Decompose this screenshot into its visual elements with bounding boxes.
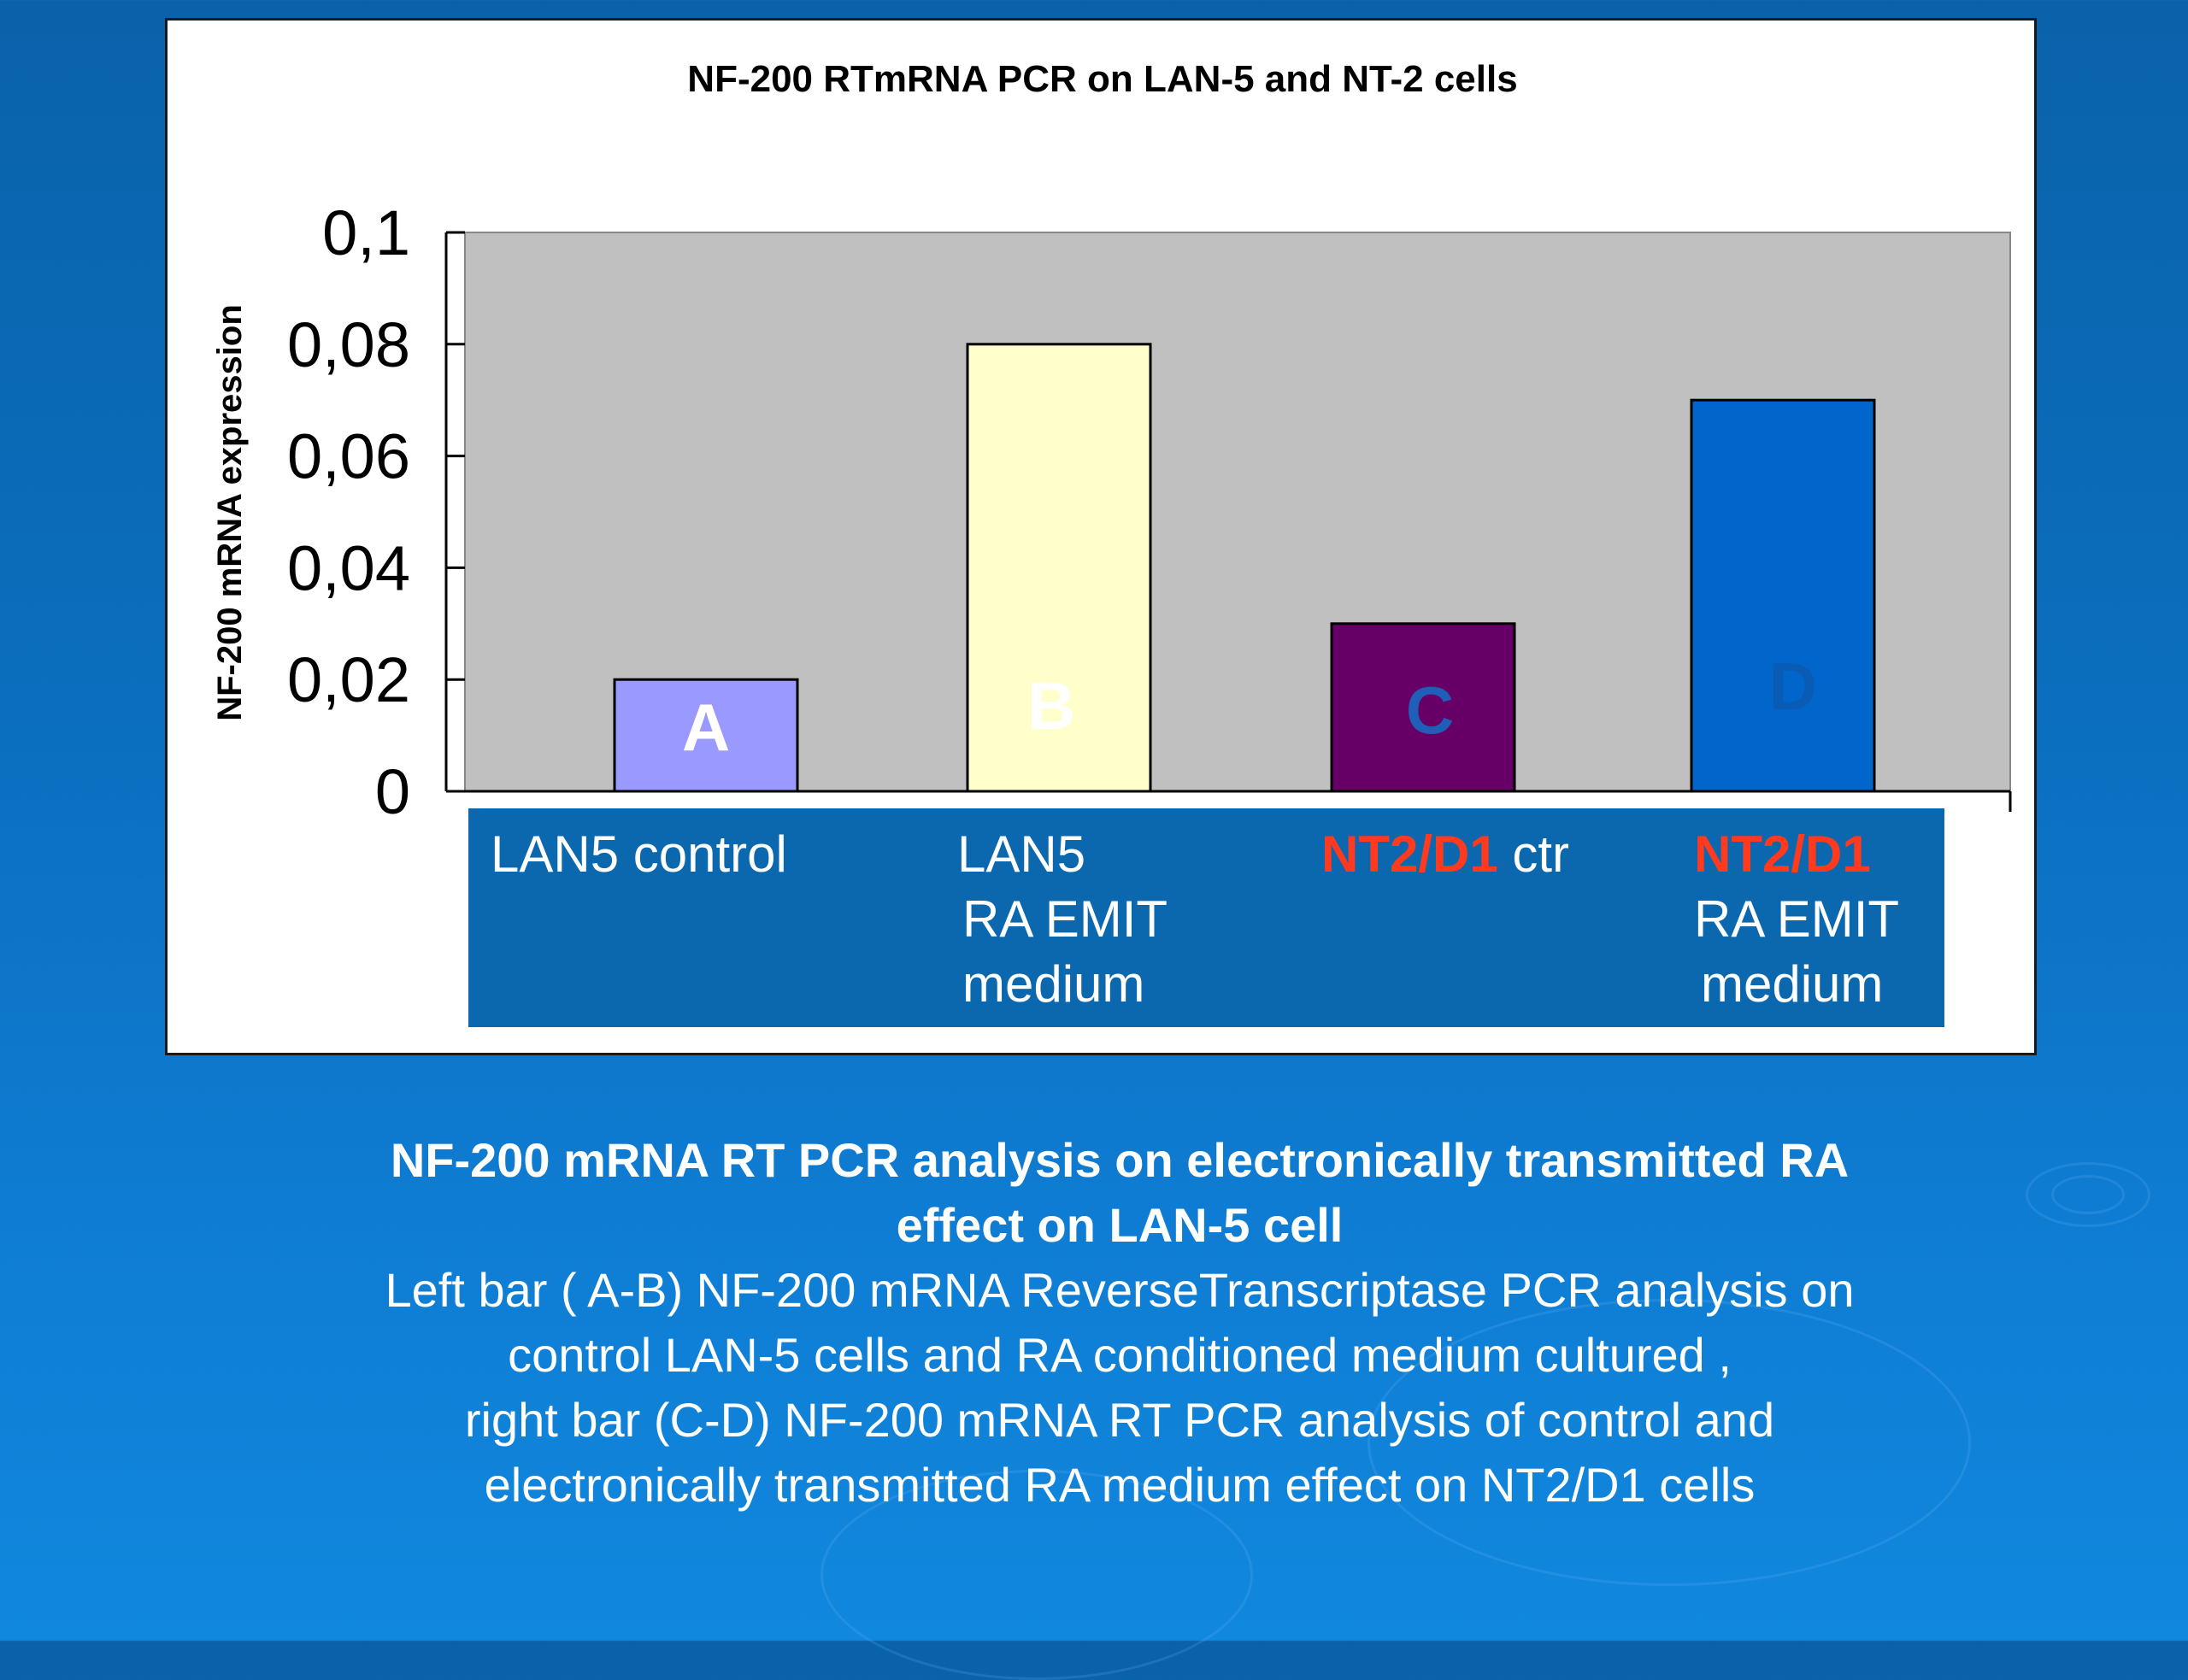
caption-body-line: control LAN-5 cells and RA conditioned m… [508, 1328, 1732, 1382]
slide-caption: NF-200 mRNA RT PCR analysis on electroni… [222, 1128, 2017, 1518]
category-label-line: RA EMIT [1694, 890, 1900, 948]
category-labels-box [468, 808, 1944, 1027]
category-label-nt2-ctr: NT2/D1 ctr [1321, 822, 1569, 887]
category-label-lan5-ra-emit: LAN5 RA EMIT medium [957, 822, 1168, 1017]
category-label-line: LAN5 control [491, 825, 787, 883]
caption-body-line: electronically transmitted RA medium eff… [484, 1458, 1756, 1512]
caption-title: NF-200 mRNA RT PCR analysis on electroni… [222, 1128, 2017, 1258]
category-label-nt2-ra-emit: NT2/D1 RA EMIT medium [1694, 822, 1899, 1017]
ripple-decoration [2026, 1162, 2150, 1227]
category-label-line: medium [1701, 955, 1884, 1013]
category-label-lan5-control: LAN5 control [491, 822, 787, 887]
category-label-rest: ctr [1497, 825, 1570, 883]
caption-body: Left bar ( A-B) NF-200 mRNA ReverseTrans… [222, 1258, 2017, 1518]
caption-body-line: Left bar ( A-B) NF-200 mRNA ReverseTrans… [385, 1263, 1855, 1317]
category-label-highlight: NT2/D1 [1321, 825, 1498, 883]
category-label-highlight: NT2/D1 [1694, 825, 1871, 883]
category-label-line: medium [962, 955, 1145, 1013]
category-label-line: RA EMIT [962, 890, 1168, 948]
caption-title-line: NF-200 mRNA RT PCR analysis on electroni… [390, 1133, 1850, 1187]
caption-body-line: right bar (C-D) NF-200 mRNA RT PCR analy… [464, 1393, 1775, 1447]
ripple-decoration [1368, 1299, 1971, 1586]
caption-title-line: effect on LAN-5 cell [896, 1198, 1344, 1252]
ripple-decoration [2051, 1175, 2125, 1214]
category-label-line: LAN5 [957, 825, 1086, 883]
